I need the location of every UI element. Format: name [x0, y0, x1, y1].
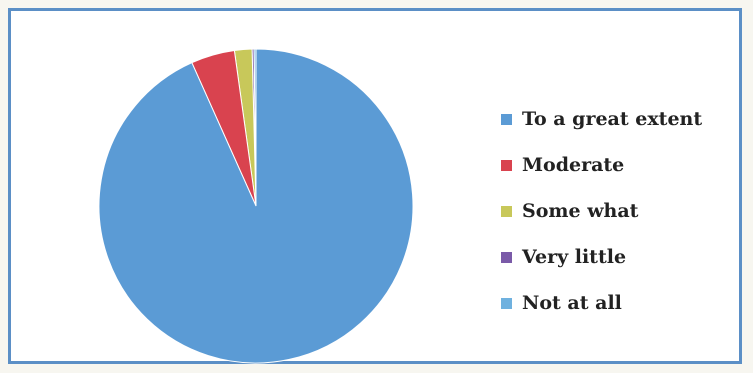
legend-item: Some what: [501, 188, 746, 234]
pie-chart: [98, 48, 414, 364]
legend-item: To a great extent: [501, 96, 746, 142]
legend-item: Very little: [501, 234, 746, 280]
legend-swatch: [501, 205, 512, 217]
legend: To a great extent Moderate Some what Ver…: [501, 96, 746, 326]
chart-frame: To a great extent Moderate Some what Ver…: [8, 8, 742, 364]
legend-swatch: [501, 297, 512, 309]
legend-label: Not at all: [522, 292, 622, 314]
legend-swatch: [501, 159, 512, 171]
legend-swatch: [501, 251, 512, 263]
legend-label: Moderate: [522, 154, 625, 176]
legend-item: Not at all: [501, 280, 746, 326]
legend-label: Some what: [522, 200, 639, 222]
legend-swatch: [501, 113, 512, 125]
pie-slice-to-a-great-extent: [98, 48, 414, 364]
legend-label: Very little: [522, 246, 627, 268]
legend-label: To a great extent: [522, 108, 703, 130]
legend-item: Moderate: [501, 142, 746, 188]
